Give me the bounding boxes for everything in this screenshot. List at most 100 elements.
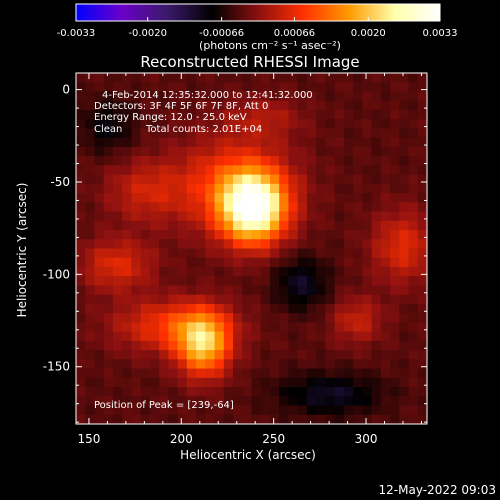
heatmap-cell	[306, 322, 317, 333]
heatmap-cell	[233, 211, 243, 222]
heatmap-cell	[177, 109, 188, 120]
heatmap-cell	[205, 405, 216, 416]
heatmap-cell	[325, 119, 336, 130]
heatmap-cell	[353, 285, 363, 296]
heatmap-cell	[242, 137, 253, 148]
heatmap-cell	[112, 331, 123, 342]
heatmap-cell	[242, 146, 253, 157]
heatmap-cell	[122, 359, 133, 370]
heatmap-cell	[76, 303, 86, 314]
heatmap-cell	[297, 257, 308, 268]
heatmap-cell	[251, 109, 262, 120]
heatmap-cell	[399, 73, 410, 83]
heatmap-cell	[122, 405, 133, 416]
heatmap-cell	[76, 387, 86, 397]
heatmap-cell	[390, 359, 400, 370]
heatmap-cell	[371, 368, 382, 379]
heatmap-cell	[297, 156, 308, 166]
heatmap-cell	[390, 276, 400, 287]
heatmap-cell	[149, 377, 160, 388]
heatmap-cell	[94, 128, 105, 139]
heatmap-cell	[131, 313, 142, 323]
heatmap-cell	[233, 174, 243, 185]
heatmap-cell	[325, 202, 336, 213]
heatmap-cell	[186, 285, 197, 296]
heatmap-cell	[399, 257, 410, 268]
heatmap-cell	[242, 359, 253, 370]
heatmap-cell	[242, 156, 253, 166]
heatmap-cell	[223, 211, 234, 222]
heatmap-cell	[131, 202, 142, 213]
heatmap-cell	[353, 156, 363, 166]
heatmap-cell	[186, 387, 197, 397]
heatmap-cell	[316, 174, 326, 185]
heatmap-cell	[380, 414, 391, 424]
heatmap-cell	[297, 137, 308, 148]
heatmap-cell	[131, 183, 142, 194]
heatmap-cell	[103, 396, 114, 407]
heatmap-cell	[76, 128, 86, 139]
heatmap-cell	[260, 377, 271, 388]
heatmap-cell	[343, 248, 354, 259]
heatmap-cell	[159, 230, 169, 240]
heatmap-cell	[408, 119, 419, 130]
heatmap-cell	[334, 322, 345, 333]
heatmap-cell	[76, 193, 86, 203]
heatmap-cell	[149, 193, 160, 203]
heatmap-cell	[177, 377, 188, 388]
heatmap-cell	[122, 100, 133, 111]
heatmap-cell	[159, 174, 169, 185]
heatmap-cell	[399, 193, 410, 203]
heatmap-cell	[417, 193, 427, 203]
heatmap-cell	[103, 285, 114, 296]
heatmap-cell	[223, 100, 234, 111]
heatmap-cell	[205, 174, 216, 185]
heatmap-cell	[76, 377, 86, 388]
heatmap-cell	[112, 174, 123, 185]
heatmap-cell	[76, 109, 86, 120]
heatmap-cell	[279, 377, 290, 388]
heatmap-cell	[269, 350, 280, 360]
heatmap-cell	[417, 387, 427, 397]
heatmap-cell	[214, 322, 225, 333]
heatmap-cell	[103, 340, 114, 351]
heatmap-cell	[306, 174, 317, 185]
heatmap-cell	[242, 248, 253, 259]
heatmap-cell	[380, 109, 391, 120]
heatmap-cell	[371, 220, 382, 231]
heatmap-cell	[168, 230, 179, 240]
heatmap-cell	[94, 183, 105, 194]
heatmap-cell	[186, 303, 197, 314]
heatmap-cell	[112, 202, 123, 213]
colorbar-tick-label: -0.0020	[128, 28, 167, 39]
heatmap-cell	[94, 100, 105, 111]
heatmap-cell	[94, 165, 105, 176]
heatmap-cell	[269, 109, 280, 120]
heatmap-cell	[186, 128, 197, 139]
heatmap-cell	[316, 165, 326, 176]
heatmap-cell	[334, 303, 345, 314]
heatmap-cell	[297, 285, 308, 296]
heatmap-cell	[122, 377, 133, 388]
heatmap-cell	[122, 248, 133, 259]
heatmap-cell	[334, 396, 345, 407]
heatmap-cell	[269, 377, 280, 388]
footer-date: 12-May-2022 09:03	[379, 483, 496, 497]
heatmap-cell	[196, 396, 206, 407]
heatmap-cell	[390, 248, 400, 259]
heatmap-cell	[334, 340, 345, 351]
heatmap-cell	[260, 128, 271, 139]
heatmap-cell	[380, 220, 391, 231]
heatmap-cell	[362, 405, 373, 416]
heatmap-cell	[260, 294, 271, 305]
heatmap-cell	[251, 165, 262, 176]
heatmap-cell	[297, 165, 308, 176]
heatmap-cell	[177, 294, 188, 305]
heatmap-cell	[362, 202, 373, 213]
heatmap-cell	[251, 230, 262, 240]
heatmap-cell	[260, 220, 271, 231]
heatmap-cell	[297, 128, 308, 139]
heatmap-cell	[417, 340, 427, 351]
heatmap-cell	[325, 230, 336, 240]
